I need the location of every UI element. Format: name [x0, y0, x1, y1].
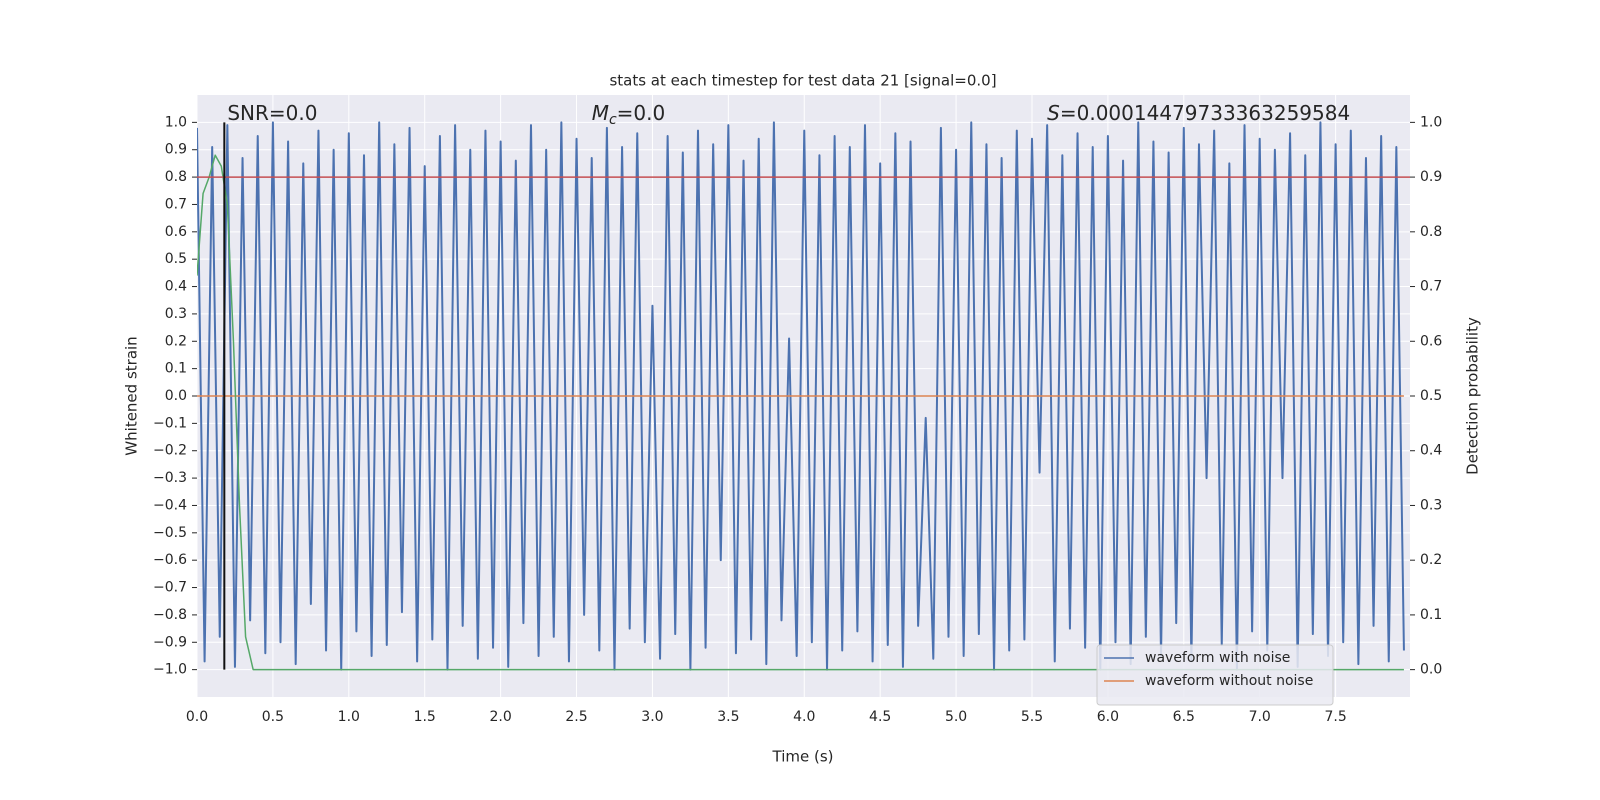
- x-tick-label: 5.0: [945, 709, 967, 725]
- x-tick-label: 7.0: [1249, 709, 1271, 725]
- y-tick-label: 0.7: [165, 196, 187, 212]
- y-tick-label: 0.3: [165, 306, 187, 322]
- legend-box: [1096, 644, 1334, 706]
- y-tick-label: −0.8: [153, 607, 187, 623]
- y-tick-label: −0.5: [153, 525, 187, 541]
- x-tick-label: 5.5: [1021, 709, 1043, 725]
- y2-tick-label: 0.9: [1420, 169, 1442, 185]
- y2-tick-label: 0.6: [1420, 333, 1442, 349]
- y-tick-label: 0.9: [165, 142, 187, 158]
- x-tick-label: 2.5: [565, 709, 587, 725]
- x-tick-label: 6.5: [1173, 709, 1195, 725]
- y-tick-label: −0.9: [153, 634, 187, 650]
- annotation: S=0.00014479733363259584: [1047, 101, 1350, 125]
- annotation-text: =0.0: [617, 101, 666, 125]
- y2-tick-label: 0.4: [1420, 443, 1442, 459]
- x-axis-label: Time (s): [772, 748, 834, 766]
- chart-title: stats at each timestep for test data 21 …: [609, 72, 996, 90]
- y-tick-label: 0.1: [165, 361, 187, 377]
- y-tick-label: 0.2: [165, 333, 187, 349]
- series-line: [197, 154, 1404, 671]
- annotation: SNR=0.0: [227, 101, 317, 125]
- y-tick-label: −0.4: [153, 497, 187, 513]
- y2-tick-label: 0.7: [1420, 279, 1442, 295]
- y-tick-label: 0.6: [165, 224, 187, 240]
- annotation-text: SNR=0.0: [227, 101, 317, 125]
- x-tick-label: 3.0: [641, 709, 663, 725]
- y-tick-label: 0.8: [165, 169, 187, 185]
- marks: [197, 121, 1410, 671]
- y-tick-label: −0.2: [153, 443, 187, 459]
- y-tick-label: −0.6: [153, 552, 187, 568]
- x-tick-label: 3.5: [717, 709, 739, 725]
- annotation-subscript: c: [609, 112, 617, 128]
- x-tick-label: 4.0: [793, 709, 815, 725]
- overlay: 0.0 0.5 1.0 1.5 2.0 2.5 3.0 3.5 4.0 4.5 5.0 5.5 6.0 6…: [153, 101, 1442, 725]
- legend-label: waveform without noise: [1145, 673, 1313, 689]
- y2-tick-label: 0.0: [1420, 662, 1442, 678]
- y2-tick-label: 0.1: [1420, 607, 1442, 623]
- x-tick-label: 6.0: [1097, 709, 1119, 725]
- y-tick-label: 0.5: [165, 251, 187, 267]
- series-line: [197, 121, 1405, 671]
- y-tick-label: −0.7: [153, 580, 187, 596]
- y-tick-label: 0.4: [165, 279, 187, 295]
- y-tick-label: 0.0: [165, 388, 187, 404]
- y2-tick-label: 1.0: [1420, 114, 1442, 130]
- y-tick-label: −0.1: [153, 415, 187, 431]
- x-tick-label: 7.5: [1324, 709, 1346, 725]
- y2-tick-label: 0.2: [1420, 552, 1442, 568]
- y2-tick-label: 0.8: [1420, 224, 1442, 240]
- x-tick-label: 0.5: [262, 709, 284, 725]
- x-tick-label: 2.0: [489, 709, 511, 725]
- x-tick-label: 0.0: [186, 709, 208, 725]
- y2-axis-label: Detection probability: [1464, 317, 1482, 475]
- y2-tick-label: 0.3: [1420, 497, 1442, 513]
- y-tick-label: −0.3: [153, 470, 187, 486]
- x-tick-label: 1.0: [338, 709, 360, 725]
- annotation-symbol: M: [592, 101, 609, 125]
- annotation: Mc=0.0: [592, 101, 666, 128]
- y-axis-label: Whitened strain: [123, 336, 141, 455]
- x-tick-label: 4.5: [869, 709, 891, 725]
- y-tick-label: 1.0: [165, 114, 187, 130]
- y2-tick-label: 0.5: [1420, 388, 1442, 404]
- x-tick-label: 1.5: [414, 709, 436, 725]
- annotation-symbol: S: [1047, 101, 1060, 125]
- y-tick-label: −1.0: [153, 662, 187, 678]
- legend-label: waveform with noise: [1145, 650, 1290, 666]
- annotation-text: =0.00014479733363259584: [1060, 101, 1350, 125]
